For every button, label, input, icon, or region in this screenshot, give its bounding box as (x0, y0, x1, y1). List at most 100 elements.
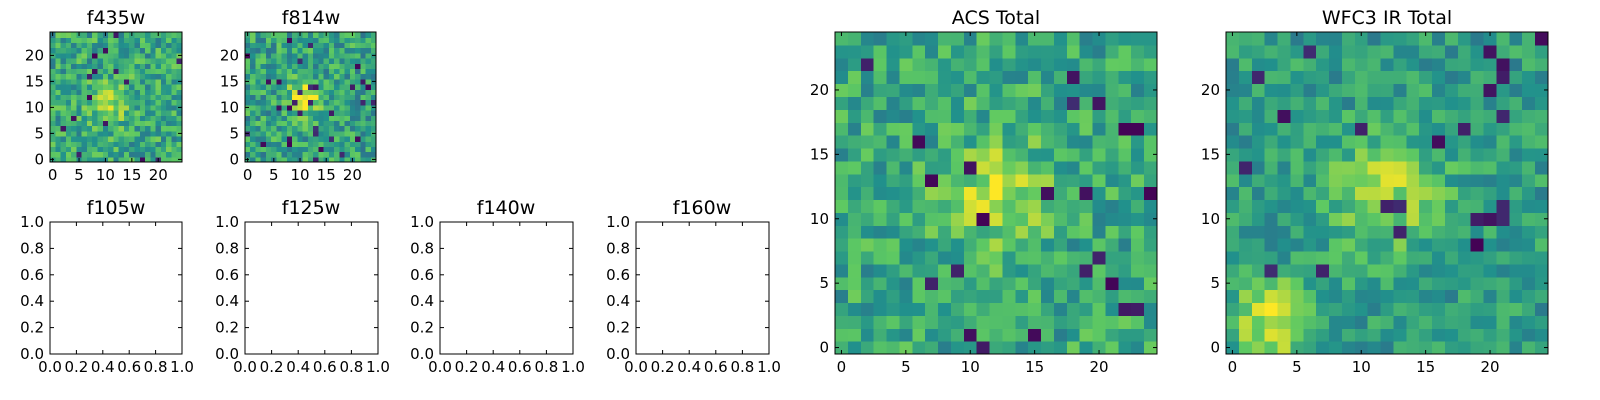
heatmap-cell (1444, 302, 1459, 316)
heatmap-cell (1432, 263, 1446, 278)
heatmap-cell (155, 130, 162, 137)
heatmap-cell (76, 47, 83, 54)
heatmap-cell (1470, 315, 1485, 329)
heatmap-cell (1066, 32, 1081, 46)
heatmap-cell (55, 84, 62, 90)
heatmap-cell (1002, 44, 1016, 59)
heatmap-cell (1144, 70, 1158, 85)
heatmap-cell (286, 58, 293, 64)
heatmap-cell (950, 289, 965, 304)
heatmap-cell (339, 110, 346, 116)
heatmap-cell (265, 52, 272, 59)
heatmap-cell (81, 52, 88, 59)
heatmap-cell (118, 84, 125, 90)
heatmap-cell (989, 302, 1004, 316)
heatmap-cell (113, 99, 120, 106)
heatmap-cell (835, 122, 849, 136)
heatmap-cell (1066, 70, 1081, 85)
heatmap-cell (1144, 160, 1158, 175)
heatmap-cell (860, 199, 875, 213)
heatmap-cell (255, 136, 262, 142)
heatmap-cell (1028, 276, 1042, 291)
heatmap-cell (250, 73, 257, 80)
heatmap-cell (860, 83, 875, 97)
heatmap-cell (370, 68, 377, 75)
heatmap-cell (1354, 70, 1369, 85)
heatmap-cell (1316, 147, 1330, 162)
heatmap-cell (81, 156, 88, 163)
heatmap-cell (245, 89, 251, 95)
heatmap-cell (328, 42, 335, 49)
x-tick-label: 0.4 (481, 358, 505, 376)
heatmap-cell (160, 151, 167, 158)
heatmap-cell (1406, 225, 1420, 239)
heatmap-cell (176, 146, 183, 153)
heatmap-cell (1092, 289, 1107, 304)
heatmap-cell (292, 141, 298, 147)
heatmap-cell (176, 68, 183, 75)
heatmap-cell (250, 136, 257, 142)
heatmap-cell (950, 147, 965, 162)
heatmap-cell (912, 315, 926, 329)
heatmap-cell (835, 147, 849, 162)
heatmap-cell (286, 120, 293, 127)
heatmap-cell (938, 276, 952, 291)
heatmap-cell (1144, 135, 1158, 149)
heatmap-cell (963, 135, 978, 149)
heatmap-cell (155, 110, 162, 116)
heatmap-cell (145, 63, 151, 69)
heatmap-cell (134, 125, 141, 132)
heatmap-cell (302, 94, 309, 101)
heatmap-cell (1144, 315, 1158, 329)
panel-title: WFC3 IR Total (1322, 7, 1452, 29)
heatmap-cell (1303, 109, 1317, 123)
heatmap-cell (912, 302, 926, 316)
x-tick-label: 5 (1292, 358, 1302, 376)
heatmap-cell (123, 120, 130, 127)
heatmap-cell (1066, 109, 1081, 123)
heatmap-cell (92, 68, 99, 75)
heatmap-cell (1079, 57, 1094, 72)
heatmap-cell (108, 52, 114, 59)
heatmap-cell (145, 104, 151, 111)
heatmap-cell (260, 84, 267, 90)
heatmap-cell (102, 89, 109, 95)
heatmap-cell (1066, 315, 1081, 329)
heatmap-cell (123, 110, 130, 116)
heatmap-cell (1066, 250, 1081, 265)
heatmap-cell (323, 68, 330, 75)
heatmap-cell (1041, 341, 1055, 355)
heatmap-cell (176, 110, 183, 116)
heatmap-cell (1367, 83, 1382, 97)
heatmap-cell (265, 47, 272, 54)
heatmap-cell (1118, 315, 1132, 329)
heatmap-cell (260, 136, 267, 142)
heatmap-cell (1470, 328, 1485, 342)
heatmap-cell (976, 276, 991, 291)
heatmap-cell (1092, 83, 1107, 97)
heatmap-cell (886, 250, 900, 265)
heatmap-cell (1393, 70, 1407, 85)
heatmap-cell (176, 63, 183, 69)
heatmap-cell (334, 125, 340, 132)
heatmap-cell (171, 47, 178, 54)
heatmap-cell (334, 130, 340, 137)
heatmap-cell (297, 136, 304, 142)
heatmap-cell (313, 89, 319, 95)
heatmap-cell (271, 89, 278, 95)
heatmap-cell (166, 58, 173, 64)
heatmap-cell (1092, 199, 1107, 213)
heatmap-cell (155, 151, 162, 158)
heatmap-cell (318, 37, 325, 43)
heatmap-cell (265, 141, 272, 147)
heatmap-cell (899, 315, 913, 329)
heatmap-cell (302, 32, 309, 38)
heatmap-cell (1264, 32, 1279, 46)
heatmap-cell (102, 146, 109, 153)
heatmap-cell (1522, 173, 1536, 188)
heatmap-cell (302, 136, 309, 142)
heatmap-cell (307, 37, 314, 43)
heatmap-cell (271, 141, 278, 147)
heatmap-cell (1367, 238, 1382, 252)
